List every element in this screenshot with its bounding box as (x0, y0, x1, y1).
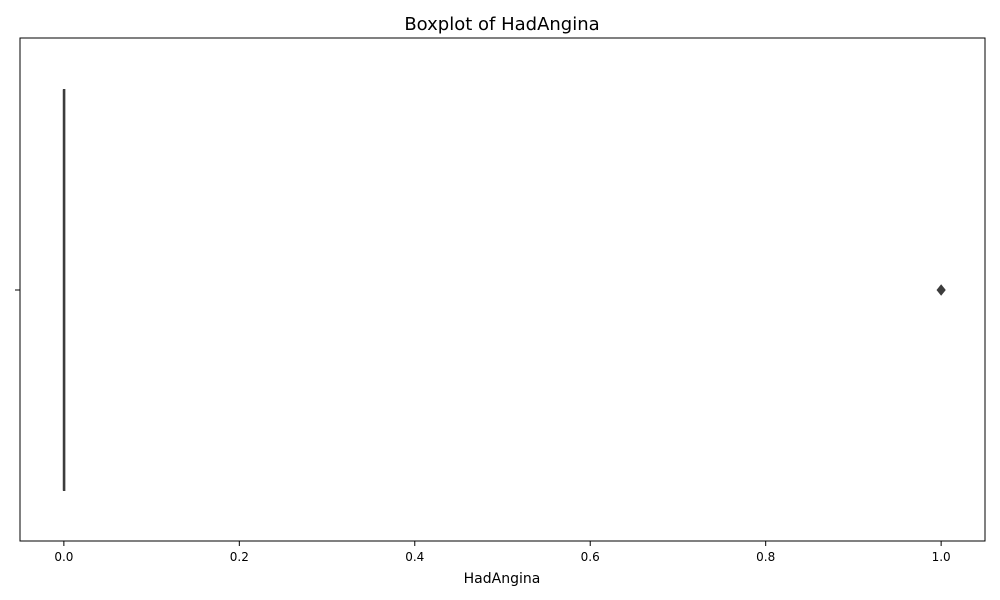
x-axis-ticks: 0.0 0.2 0.4 0.6 0.8 1.0 (54, 541, 950, 564)
outlier-point (937, 285, 945, 295)
x-tick-label: 0.8 (756, 550, 775, 564)
x-tick-label: 1.0 (932, 550, 951, 564)
plot-area (20, 38, 985, 541)
chart-title: Boxplot of HadAngina (404, 14, 599, 35)
x-tick-label: 0.6 (581, 550, 600, 564)
x-axis-label: HadAngina (464, 571, 541, 587)
x-tick-label: 0.4 (405, 550, 424, 564)
x-tick-label: 0.0 (54, 550, 73, 564)
x-tick-label: 0.2 (230, 550, 249, 564)
box-layer (64, 90, 945, 490)
